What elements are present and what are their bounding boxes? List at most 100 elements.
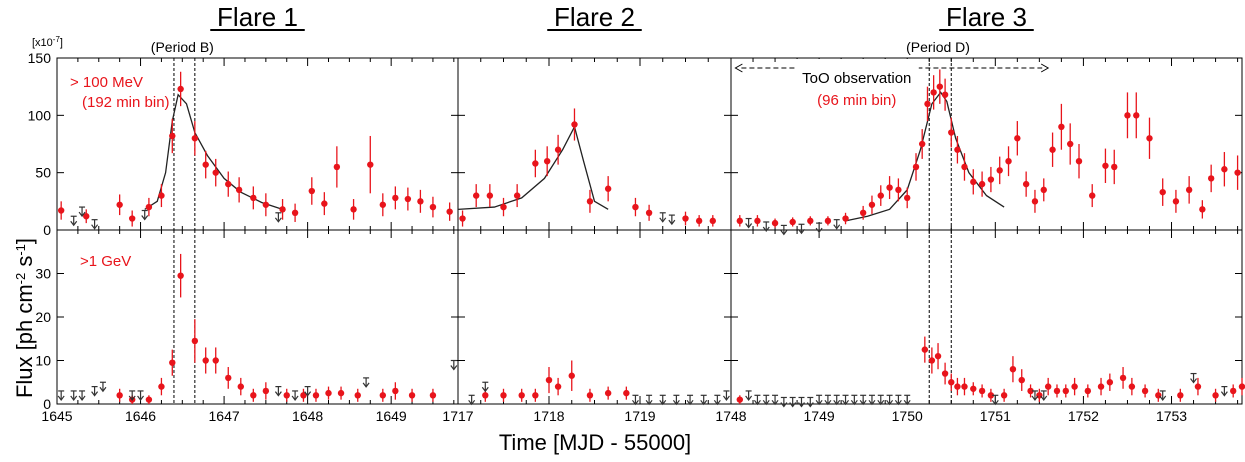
upper-limit-head	[304, 391, 312, 397]
data-point	[941, 91, 949, 98]
energy-label: >1 GeV	[80, 253, 131, 270]
upper-limit-arrow	[137, 390, 145, 401]
data-point	[235, 186, 243, 194]
data-point	[177, 272, 184, 279]
upper-limit-arrow	[70, 215, 78, 227]
data-point	[177, 85, 184, 93]
upper-limit-arrow	[141, 209, 149, 221]
upper-limit-arrow	[1159, 390, 1167, 401]
upper-limit-arrow	[700, 394, 708, 406]
data-point	[961, 383, 968, 390]
data-point	[1128, 383, 1136, 390]
upper-limit-head	[798, 228, 805, 235]
data-point	[379, 392, 387, 399]
data-point	[1102, 162, 1109, 169]
x-tick-label: 1648	[292, 408, 323, 424]
panel-title: Flare 2	[554, 2, 635, 32]
data-point	[1185, 186, 1193, 194]
data-point	[404, 195, 412, 203]
upper-limit-arrow	[824, 394, 832, 406]
upper-limit-arrow	[745, 217, 753, 229]
upper-limit-arrow	[57, 390, 65, 401]
data-point	[1111, 163, 1118, 171]
plot-area: Flare 1 Flare 2 Flare 3 0 50 100 150 0 10 20 30 164…	[28, 2, 1245, 424]
upper-limit-arrow	[780, 396, 788, 408]
data-point	[824, 217, 832, 225]
too-bin-label: (96 min bin)	[817, 92, 896, 109]
data-point	[604, 389, 612, 397]
data-point	[128, 215, 136, 222]
data-point	[934, 352, 942, 360]
panel-title: Flare 1	[217, 2, 298, 32]
data-point	[978, 180, 986, 188]
upper-limit-head	[1159, 395, 1167, 401]
data-point	[695, 217, 703, 225]
data-point	[1000, 392, 1008, 399]
upper-limit-arrow	[672, 394, 680, 406]
upper-limit-arrow	[991, 394, 999, 406]
upper-limit-arrow	[274, 386, 282, 397]
data-point	[948, 379, 955, 386]
upper-limit-arrow	[745, 390, 753, 401]
upper-limit-head	[713, 399, 721, 406]
y-tick-label: 100	[28, 107, 52, 123]
data-point	[1194, 383, 1202, 390]
data-point	[379, 201, 387, 208]
model-curve	[457, 125, 609, 211]
upper-limit-head	[745, 395, 753, 401]
upper-limit-head	[70, 395, 78, 401]
data-point	[262, 387, 270, 395]
upper-limit-arrow	[91, 386, 99, 397]
data-point	[954, 146, 961, 153]
x-tick-label: 1717	[442, 408, 473, 424]
data-point	[225, 180, 232, 188]
data-point	[417, 198, 424, 205]
data-point	[429, 392, 437, 399]
data-point	[554, 383, 562, 390]
data-point	[604, 185, 612, 192]
upper-limit-arrow	[762, 394, 770, 406]
data-point	[116, 201, 123, 208]
x-axis-label: Time [MJD - 55000]	[499, 430, 691, 455]
upper-limit-head	[481, 386, 489, 393]
too-arrow-head-right	[1040, 63, 1050, 73]
upper-limit-arrow	[780, 224, 788, 236]
data-point	[789, 218, 796, 226]
data-point	[586, 392, 594, 399]
upper-limit-arrow	[291, 390, 299, 401]
upper-limit-arrow	[70, 390, 78, 401]
upper-limit-arrow	[833, 394, 841, 406]
upper-limit-head	[659, 217, 667, 223]
data-point	[930, 89, 937, 96]
data-point	[1071, 383, 1078, 390]
y-axis-label-sup1: -2	[13, 273, 28, 285]
y-tick-label: 50	[35, 165, 51, 181]
data-point	[532, 392, 539, 399]
data-point	[459, 215, 466, 222]
data-point	[116, 392, 123, 399]
data-point	[1238, 383, 1245, 390]
upper-limit-head	[274, 217, 282, 223]
data-point	[1053, 387, 1061, 395]
data-point	[886, 184, 893, 191]
y-tick-label: 20	[35, 309, 51, 325]
upper-limit-arrow	[304, 386, 312, 397]
upper-limit-arrow	[798, 396, 805, 408]
upper-limit-head	[700, 399, 708, 406]
data-point	[1133, 112, 1140, 119]
data-point	[1124, 112, 1131, 119]
data-point	[325, 389, 332, 397]
data-point	[954, 383, 961, 390]
data-point	[158, 383, 165, 390]
data-point	[1014, 135, 1021, 142]
data-point	[513, 192, 521, 199]
data-point	[1027, 387, 1034, 395]
upper-limit-head	[668, 219, 676, 226]
upper-limit-arrow	[659, 394, 667, 406]
data-point	[1177, 392, 1184, 399]
data-point	[158, 192, 165, 199]
upper-limit-head	[886, 399, 894, 406]
upper-limit-arrow	[481, 381, 489, 393]
upper-limit-arrow	[894, 394, 902, 406]
